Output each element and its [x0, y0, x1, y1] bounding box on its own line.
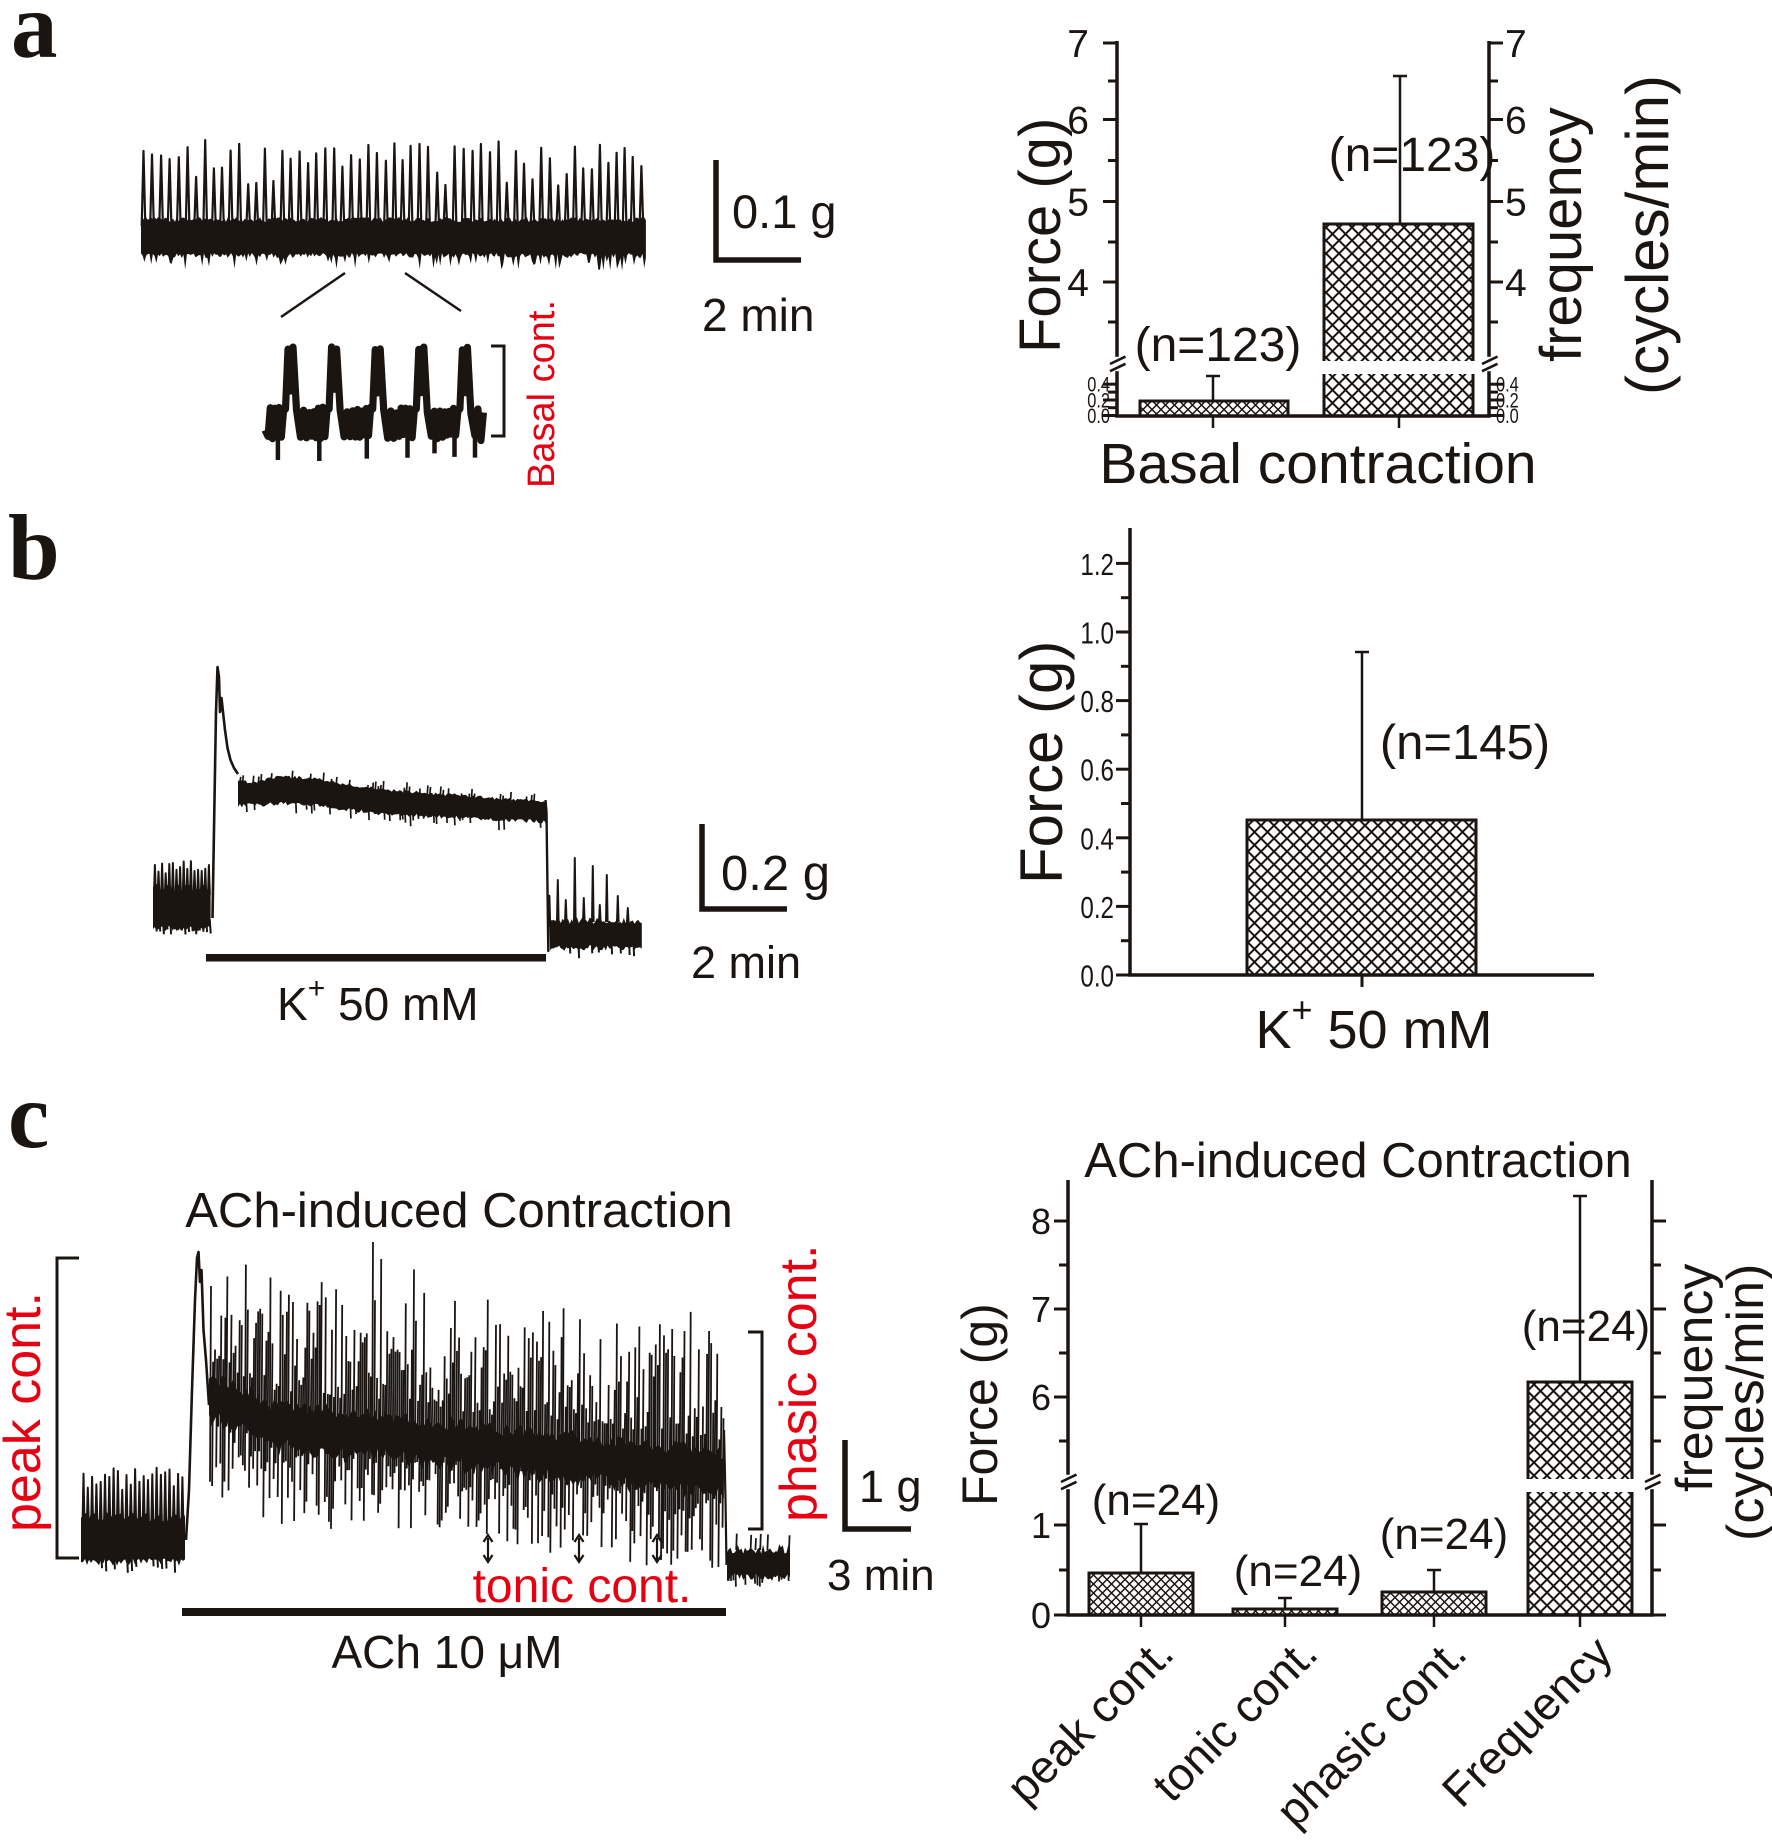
svg-text:7: 7 — [1505, 23, 1527, 66]
svg-text:0.4: 0.4 — [1087, 373, 1110, 396]
svg-text:2 min: 2 min — [702, 289, 814, 341]
svg-text:tonic cont.: tonic cont. — [473, 1560, 692, 1613]
svg-text:0.4: 0.4 — [1080, 821, 1114, 856]
svg-text:0.6: 0.6 — [1080, 753, 1114, 788]
svg-text:(n=145): (n=145) — [1380, 716, 1550, 770]
svg-text:peak cont.: peak cont. — [0, 1292, 52, 1532]
svg-text:(cycles/min): (cycles/min) — [1717, 1264, 1772, 1541]
svg-text:0.0: 0.0 — [1087, 404, 1110, 427]
svg-text:1: 1 — [1031, 1505, 1051, 1546]
svg-text:0.2: 0.2 — [1087, 389, 1110, 412]
svg-text:0.2: 0.2 — [1080, 890, 1114, 925]
svg-text:(n=123): (n=123) — [1329, 129, 1496, 182]
svg-text:3 min: 3 min — [827, 1551, 935, 1600]
svg-text:5: 5 — [1067, 182, 1089, 225]
svg-text:(n=24): (n=24) — [1380, 1510, 1508, 1559]
svg-text:frequency: frequency — [1529, 107, 1594, 362]
svg-text:0.2 g: 0.2 g — [721, 847, 830, 901]
svg-text:4: 4 — [1505, 262, 1527, 305]
svg-text:0.8: 0.8 — [1080, 684, 1114, 719]
svg-text:a: a — [11, 0, 58, 78]
svg-text:1.0: 1.0 — [1080, 616, 1114, 651]
svg-text:(cycles/min): (cycles/min) — [1614, 75, 1681, 395]
svg-text:0: 0 — [1031, 1595, 1051, 1636]
svg-text:7: 7 — [1031, 1289, 1051, 1330]
svg-text:(n=24): (n=24) — [1234, 1547, 1362, 1596]
svg-text:frequency: frequency — [1666, 1264, 1724, 1492]
svg-text:0.0: 0.0 — [1496, 404, 1519, 427]
svg-text:ACh-induced Contraction: ACh-induced Contraction — [185, 1184, 732, 1238]
svg-text:(n=24): (n=24) — [1092, 1476, 1220, 1525]
svg-text:6: 6 — [1505, 100, 1527, 143]
svg-text:(n=123): (n=123) — [1135, 319, 1302, 372]
svg-text:1 g: 1 g — [859, 1461, 922, 1512]
svg-text:Force (g): Force (g) — [1008, 641, 1075, 884]
svg-text:0.0: 0.0 — [1080, 959, 1114, 994]
svg-text:Force (g): Force (g) — [1008, 118, 1073, 353]
svg-text:phasic cont.: phasic cont. — [770, 1245, 828, 1523]
svg-text:ACh 10 μM: ACh 10 μM — [331, 1626, 562, 1678]
svg-text:ACh-induced Contraction: ACh-induced Contraction — [1084, 1134, 1631, 1188]
svg-text:K+ 50 mM: K+ 50 mM — [1255, 989, 1492, 1060]
svg-text:0.4: 0.4 — [1496, 373, 1519, 396]
svg-text:Basal contraction: Basal contraction — [1099, 432, 1536, 496]
svg-text:6: 6 — [1031, 1377, 1051, 1418]
svg-text:0.2: 0.2 — [1496, 389, 1519, 412]
svg-text:b: b — [8, 497, 60, 600]
svg-text:K+ 50 mM: K+ 50 mM — [277, 972, 479, 1030]
svg-text:7: 7 — [1067, 23, 1089, 66]
svg-text:0.1 g: 0.1 g — [732, 185, 837, 238]
svg-text:2 min: 2 min — [691, 937, 801, 988]
svg-text:Force (g): Force (g) — [952, 1303, 1008, 1506]
svg-text:6: 6 — [1067, 100, 1089, 143]
svg-text:8: 8 — [1031, 1201, 1051, 1242]
svg-text:c: c — [8, 1065, 49, 1168]
svg-text:1.2: 1.2 — [1080, 547, 1114, 582]
svg-text:4: 4 — [1067, 262, 1089, 305]
svg-text:Basal cont.: Basal cont. — [521, 300, 563, 488]
svg-text:5: 5 — [1505, 182, 1527, 225]
svg-text:(n=24): (n=24) — [1522, 1302, 1650, 1351]
